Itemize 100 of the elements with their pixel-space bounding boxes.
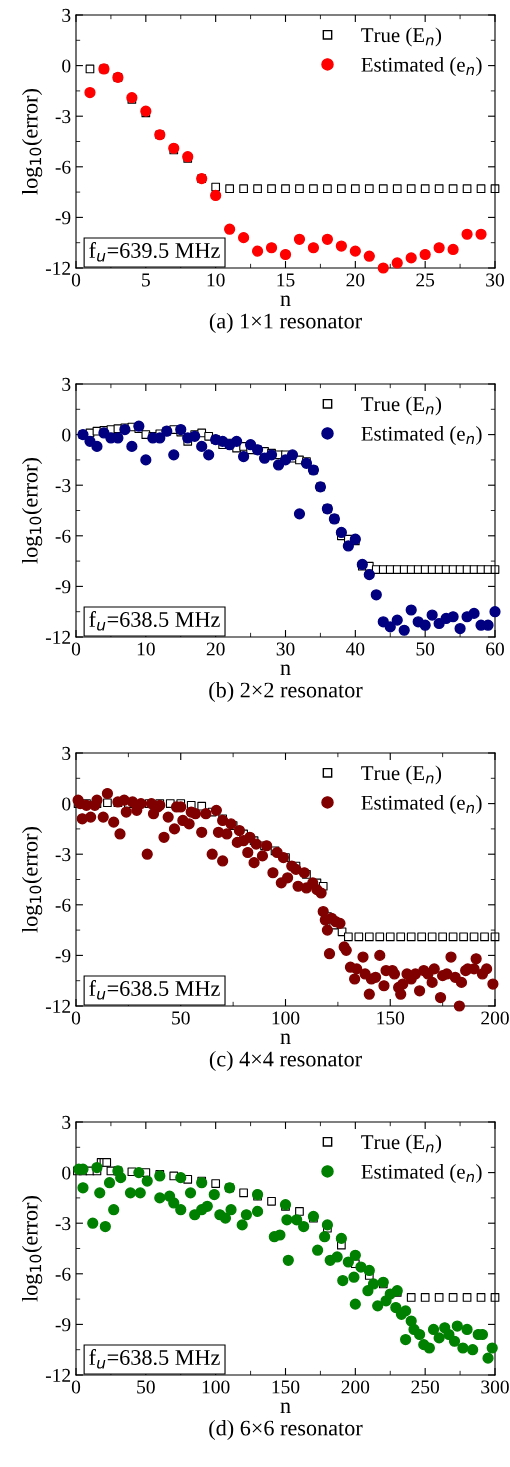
y-tick-label: -6 (55, 160, 71, 174)
x-tick-label: 0 (71, 1011, 81, 1025)
point (211, 1179, 221, 1188)
point (392, 184, 402, 194)
point (391, 614, 403, 626)
point (225, 184, 234, 194)
y-tick-label: -3 (55, 848, 71, 862)
y-tick-label: -3 (55, 479, 71, 493)
point (417, 932, 427, 942)
x-tick-label: 50 (172, 1011, 190, 1025)
point (349, 245, 361, 257)
point (448, 1293, 458, 1302)
point (133, 420, 145, 432)
point (406, 1293, 416, 1302)
x-axis-title: n (280, 664, 291, 675)
point (447, 611, 459, 623)
point (363, 568, 375, 581)
point (265, 242, 278, 254)
point (295, 184, 304, 194)
point (405, 604, 417, 616)
point (426, 609, 438, 621)
x-tick-label: 25 (416, 273, 435, 287)
annotation: f$_{u}$=638.5 MHz (89, 1349, 220, 1369)
y-tick-label: 3 (62, 746, 71, 760)
text: (b) 2×2 resonator (209, 681, 363, 703)
x-axis-title: n (280, 1033, 291, 1044)
point (354, 932, 364, 942)
text: (c) 4×4 resonator (209, 1050, 362, 1072)
point (196, 440, 208, 453)
x-tick-label: 100 (272, 1011, 300, 1025)
point (363, 250, 375, 262)
x-axis-title: n (280, 295, 291, 306)
point (454, 622, 466, 635)
y-tick-label: 0 (62, 59, 71, 73)
point (309, 184, 318, 194)
point (343, 932, 353, 942)
legend-label: True (E$_{n}$) (361, 27, 442, 47)
legend-label: True (E$_{n}$) (361, 396, 442, 416)
x-tick-label: 15 (277, 273, 295, 287)
point (475, 228, 487, 240)
annotation: f$_{u}$=638.5 MHz (89, 980, 220, 1000)
point (364, 184, 374, 194)
y-tick-label: -9 (55, 580, 71, 594)
point (323, 184, 332, 194)
legend-label: Estimated (e$_{n}$) (361, 57, 482, 76)
x-axis-title: n (280, 1402, 291, 1413)
y-tick-label: 3 (62, 377, 71, 391)
y-tick-label: -9 (55, 949, 71, 963)
y-tick-label: -3 (55, 1217, 71, 1231)
point (237, 232, 250, 244)
y-tick-label: -3 (55, 110, 71, 124)
y-tick-label: -12 (45, 630, 71, 644)
x-tick-label: 60 (486, 642, 504, 656)
point (293, 508, 306, 520)
point (420, 184, 430, 194)
point (384, 621, 396, 633)
point (253, 184, 262, 194)
y-axis-title: log$_{10}$(error) (22, 89, 43, 195)
x-tick-label: 10 (137, 642, 155, 656)
point (279, 454, 292, 466)
x-tick-label: 50 (137, 1380, 155, 1394)
point (462, 1293, 472, 1302)
point (337, 184, 346, 194)
point (350, 184, 360, 194)
y-tick-label: 3 (62, 1115, 71, 1129)
legend-label: Estimated (e$_{n}$) (361, 426, 482, 445)
y-tick-label: -6 (55, 1267, 71, 1281)
x-tick-label: 20 (206, 642, 225, 656)
annotation: f$_{u}$=638.5 MHz (89, 611, 220, 631)
point (459, 932, 468, 942)
point (448, 184, 458, 194)
point (489, 606, 501, 618)
point (335, 526, 347, 539)
point (468, 607, 480, 619)
point (126, 440, 138, 453)
y-axis-title: log$_{10}$(error) (22, 458, 43, 564)
point (419, 248, 431, 261)
point (84, 86, 96, 99)
point (239, 1188, 248, 1198)
y-axis-title: log$_{10}$(error) (22, 827, 43, 933)
point (239, 184, 248, 194)
y-tick-label: -12 (45, 999, 71, 1013)
point (279, 248, 292, 261)
point (476, 1293, 486, 1302)
x-tick-label: 250 (411, 1380, 440, 1394)
text: (a) 1×1 resonator (209, 312, 362, 334)
point (251, 245, 264, 257)
x-tick-label: 40 (345, 642, 365, 656)
x-tick-label: 50 (416, 642, 435, 656)
x-tick-label: 30 (276, 642, 295, 656)
point (267, 1196, 276, 1206)
point (342, 540, 354, 552)
point (378, 184, 388, 194)
y-tick-label: -9 (55, 211, 71, 225)
point (377, 262, 389, 274)
x-tick-label: 30 (486, 273, 504, 287)
x-tick-label: 20 (346, 273, 365, 287)
point (335, 240, 347, 252)
point (469, 932, 479, 942)
point (281, 184, 290, 194)
